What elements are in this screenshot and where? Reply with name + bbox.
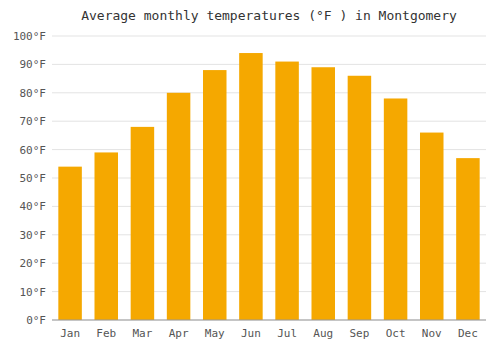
title: Average monthly temperatures (°F ) in Mo… — [81, 8, 457, 23]
y-axis: 0°F 10°F 20°F 30°F 40°F 50°F 60°F 70°F 80°F 90°F 1… — [13, 30, 46, 327]
y-tick-label: 40°F — [20, 200, 47, 213]
bars — [58, 53, 479, 320]
y-tick-label: 70°F — [20, 115, 47, 128]
x-tick-label: Sep — [349, 327, 369, 340]
bar — [203, 70, 227, 320]
bar — [456, 158, 480, 320]
x-tick-label: Jun — [241, 327, 261, 340]
x-tick-label: Mar — [132, 327, 152, 340]
x-tick-label: Oct — [386, 327, 406, 340]
y-tick-label: 90°F — [20, 58, 47, 71]
bar — [384, 98, 408, 320]
x-axis-line — [52, 320, 486, 321]
x-tick-label: Jul — [277, 327, 297, 340]
bar — [94, 152, 118, 320]
x-tick-label: Nov — [422, 327, 442, 340]
grid — [52, 36, 486, 320]
y-tick-label: 50°F — [20, 172, 47, 185]
bar — [58, 167, 82, 320]
y-tick-label: 30°F — [20, 229, 47, 242]
bar — [348, 76, 372, 320]
x-axis: Jan Feb Mar Apr May Jun Jul Aug Sep Oct Nov Dec — [52, 320, 486, 340]
x-tick-label: May — [205, 327, 225, 340]
y-tick-label: 20°F — [20, 257, 47, 270]
y-tick-label: 10°F — [20, 286, 47, 299]
y-tick-label: 80°F — [20, 87, 47, 100]
y-tick-label: 100°F — [13, 30, 46, 43]
chart: Average monthly temperatures (°F ) in Mo… — [0, 0, 500, 350]
bar — [131, 127, 155, 320]
x-tick-label: Dec — [458, 327, 478, 340]
grid-line — [52, 121, 486, 122]
grid-line — [52, 320, 486, 321]
grid-line — [52, 92, 486, 93]
x-tick-label: Feb — [96, 327, 116, 340]
bar — [311, 67, 335, 320]
x-tick-label: Jan — [60, 327, 80, 340]
bar — [275, 62, 299, 320]
bar — [420, 133, 444, 320]
y-tick-label: 0°F — [26, 314, 46, 327]
y-tick-label: 60°F — [20, 144, 47, 157]
grid-line — [52, 64, 486, 65]
bar — [239, 53, 263, 320]
x-tick-label: Aug — [313, 327, 333, 340]
bar — [167, 93, 191, 320]
x-tick-label: Apr — [169, 327, 189, 340]
grid-line — [52, 36, 486, 37]
